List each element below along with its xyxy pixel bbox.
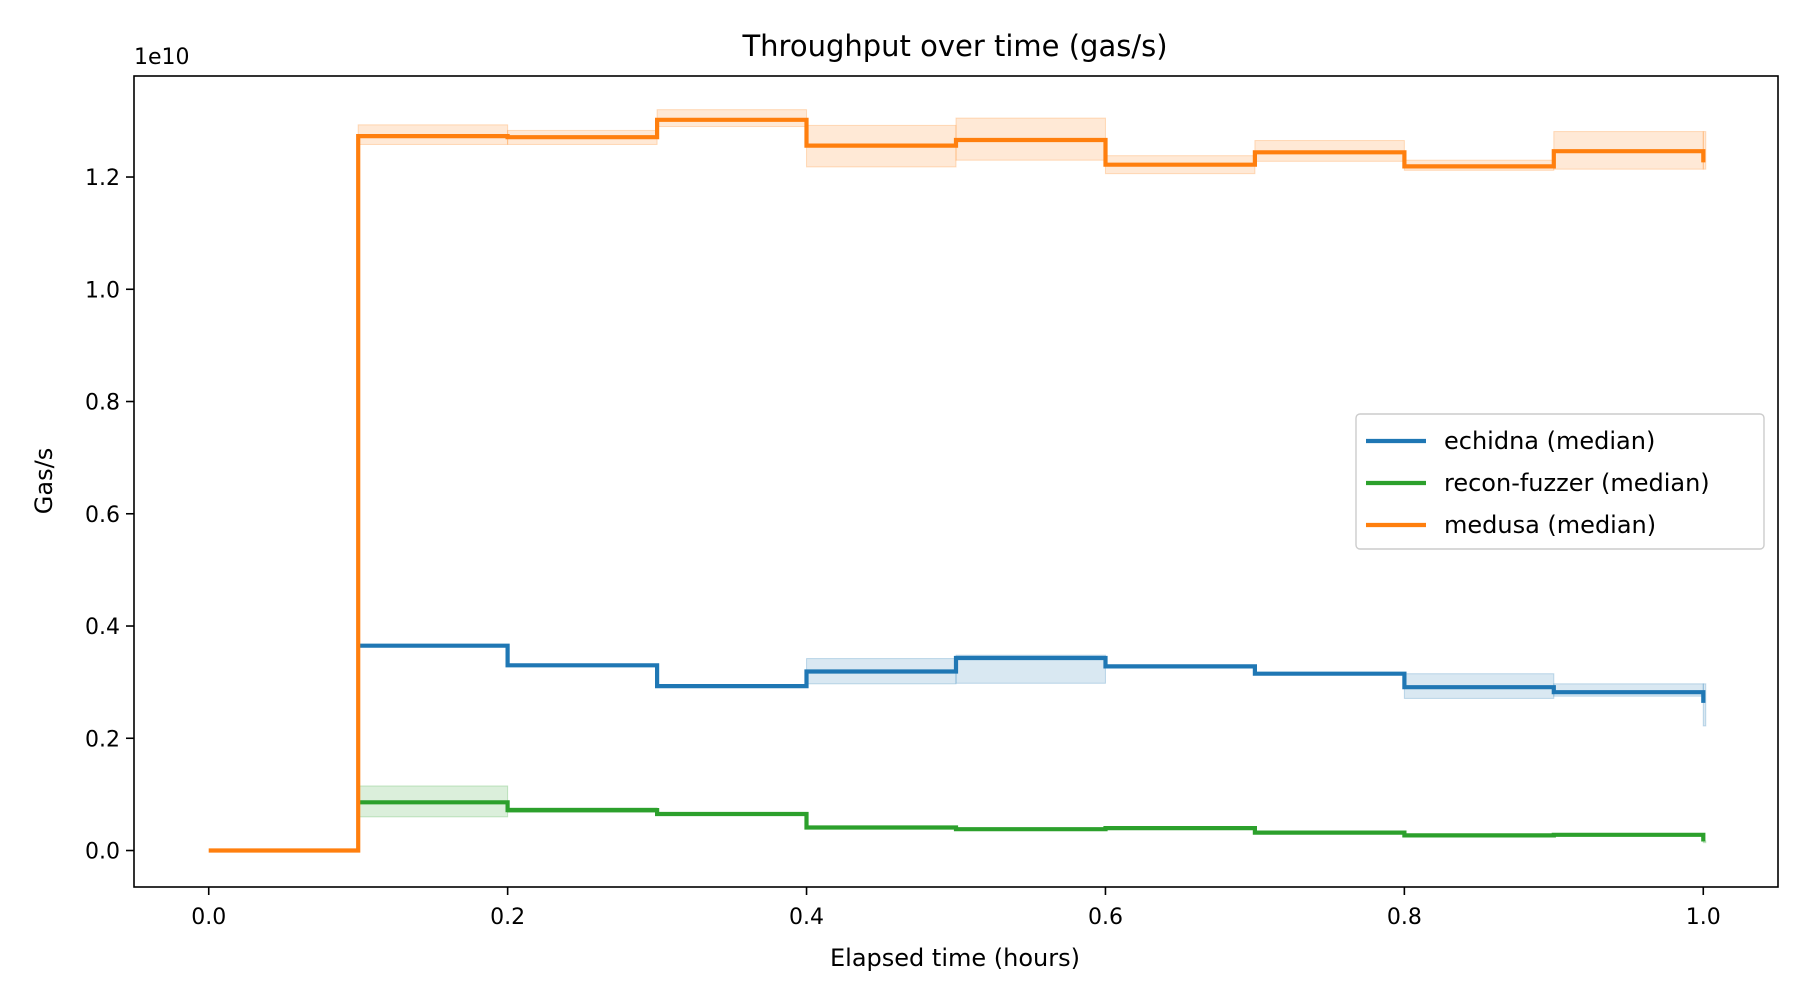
x-axis: 0.0 0.2 0.4 0.6 0.8 1.0 <box>191 887 1721 930</box>
series-lines <box>208 117 1706 853</box>
series-line-1 <box>358 800 1706 842</box>
y-tick-label: 0.8 <box>85 391 120 416</box>
x-tick-label: 0.2 <box>490 905 525 930</box>
x-axis-label: Elapsed time (hours) <box>830 944 1080 972</box>
legend: echidna (median) recon-fuzzer (median) med… <box>1355 413 1765 550</box>
x-tick-label: 0.6 <box>1088 905 1123 930</box>
x-tick-label: 0.8 <box>1387 905 1422 930</box>
y-tick-label: 0.4 <box>85 615 120 640</box>
y-axis-label: Gas/s <box>30 448 58 514</box>
band-segment <box>1553 683 1704 697</box>
y-axis: 0.0 0.2 0.4 0.6 0.8 1.0 1.2 <box>85 166 134 865</box>
y-tick-label: 0.6 <box>85 503 120 528</box>
plot-frame <box>133 75 1779 888</box>
legend-box <box>1355 413 1765 550</box>
chart-title: Throughput over time (gas/s) <box>741 29 1167 63</box>
y-tick-label: 0.2 <box>85 727 120 752</box>
series-line-2 <box>208 117 1706 853</box>
series-line-0 <box>358 643 1706 703</box>
x-tick-label: 0.0 <box>191 905 226 930</box>
y-tick-label: 0.0 <box>85 840 120 865</box>
y-tick-label: 1.0 <box>85 278 120 303</box>
legend-label: echidna (median) <box>1444 427 1655 455</box>
y-tick-label: 1.2 <box>85 166 120 191</box>
x-tick-label: 1.0 <box>1686 905 1721 930</box>
legend-label: medusa (median) <box>1444 511 1656 539</box>
legend-label: recon-fuzzer (median) <box>1444 469 1710 497</box>
y-offset-label: 1e10 <box>134 45 190 70</box>
x-tick-label: 0.4 <box>789 905 824 930</box>
band-segment <box>1702 683 1707 727</box>
